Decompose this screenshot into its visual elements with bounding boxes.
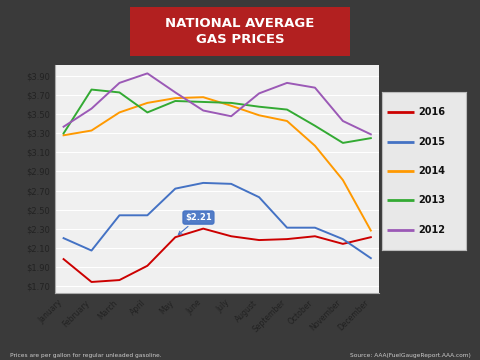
Text: 2012: 2012 xyxy=(419,225,445,235)
Text: 2013: 2013 xyxy=(419,195,445,205)
Text: $2.21: $2.21 xyxy=(179,213,212,235)
Text: 2015: 2015 xyxy=(419,137,445,147)
Text: NATIONAL AVERAGE
GAS PRICES: NATIONAL AVERAGE GAS PRICES xyxy=(165,17,315,46)
Text: Prices are per gallon for regular unleaded gasoline.: Prices are per gallon for regular unlead… xyxy=(10,353,161,358)
Text: 2016: 2016 xyxy=(419,107,445,117)
Text: 2014: 2014 xyxy=(419,166,445,176)
Text: Source: AAA(FuelGaugeReport.AAA.com): Source: AAA(FuelGaugeReport.AAA.com) xyxy=(349,353,470,358)
